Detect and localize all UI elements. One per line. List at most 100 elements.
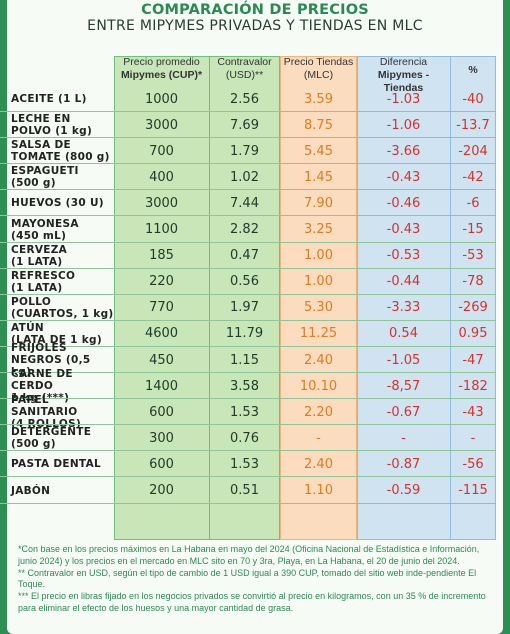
product-label-line: (4 ROLLOS) bbox=[11, 418, 82, 431]
row-divider bbox=[0, 476, 496, 478]
price-usd: 7.69 bbox=[230, 117, 259, 133]
product-name: MAYONESA (450 mL) bbox=[11, 217, 114, 243]
price-mlc: 2.40 bbox=[304, 456, 333, 472]
product-label: POLLO (CUARTOS, 1 kg) bbox=[11, 296, 114, 320]
product-label: HUEVOS (30 U) bbox=[11, 197, 104, 209]
price-cup: 1100 bbox=[144, 222, 179, 238]
product-label-line: (CUARTOS, 1 kg) bbox=[11, 307, 114, 320]
product-label-line: PAPEL SANITARIO bbox=[11, 394, 78, 419]
row-divider bbox=[0, 137, 496, 139]
price-mlc: 7.90 bbox=[304, 195, 333, 211]
price-cup: 200 bbox=[149, 483, 174, 499]
row-divider bbox=[0, 424, 496, 426]
price-usd: 11.79 bbox=[225, 326, 264, 342]
percent-difference: -43 bbox=[462, 404, 484, 420]
product-label: ATÚN (LATA DE 1 kg) bbox=[11, 322, 102, 346]
header-line: Contravalor bbox=[217, 56, 272, 68]
table-row: ESPAGUETI (500 g) 400 1.02 1.45 -0.43 -42 bbox=[0, 164, 496, 191]
header-line: Mipymes (CUP)* bbox=[120, 69, 203, 81]
header-contravalor-usd: Contravalor (USD)** bbox=[209, 56, 280, 86]
product-name: JABÓN bbox=[11, 478, 114, 504]
price-difference: -3.66 bbox=[386, 143, 421, 159]
price-mlc: - bbox=[316, 430, 321, 446]
price-difference: -0.43 bbox=[386, 222, 421, 238]
table-row: JABÓN 200 0.51 1.10 -0.59 -115 bbox=[0, 478, 496, 504]
product-name: ACEITE (1 L) bbox=[11, 86, 114, 112]
product-label-line: (450 mL) bbox=[11, 229, 67, 242]
product-label-line: REFRESCO bbox=[11, 269, 76, 282]
percent-difference: -42 bbox=[462, 169, 484, 185]
price-cup: 220 bbox=[149, 274, 174, 290]
product-label-line: (LATA DE 1 kg) bbox=[11, 333, 102, 346]
product-label-line: DETERGENTE bbox=[11, 426, 92, 439]
price-difference: -0.44 bbox=[386, 274, 421, 290]
price-usd: 1.15 bbox=[230, 352, 259, 368]
footnote: *** El precio en libras fijado en los ne… bbox=[18, 591, 486, 613]
product-name: ESPAGUETI (500 g) bbox=[11, 164, 114, 190]
price-mlc: 2.20 bbox=[304, 404, 333, 420]
product-label-line: (500 g) bbox=[11, 177, 56, 190]
price-mlc: 1.00 bbox=[304, 274, 333, 290]
price-difference: -0.67 bbox=[386, 404, 421, 420]
product-label-line: CERVEZA bbox=[11, 243, 68, 256]
price-usd: 0.76 bbox=[230, 430, 259, 446]
header-line: Precio Tiendas bbox=[283, 56, 354, 68]
table-row: ATÚN (LATA DE 1 kg) 4600 11.79 11.25 0.54 0.95 bbox=[0, 321, 496, 347]
price-difference: -0.43 bbox=[386, 169, 421, 185]
mipymes-column-bg bbox=[114, 56, 280, 540]
product-label-line: NEGROS (0,5 kg) bbox=[11, 354, 91, 379]
product-label: JABÓN bbox=[11, 485, 50, 497]
product-label-line: HUEVOS (30 U) bbox=[11, 197, 104, 210]
product-label: LECHE EN POLVO (1 kg) bbox=[11, 113, 92, 137]
header-line: (USD)** bbox=[225, 69, 264, 81]
price-difference: -0.87 bbox=[386, 456, 421, 472]
row-divider bbox=[0, 450, 496, 452]
price-mlc: 5.30 bbox=[304, 300, 333, 316]
price-cup: 4600 bbox=[144, 326, 179, 342]
header-diferencia: Diferencia Mipymes - Tiendas bbox=[357, 56, 450, 94]
price-mlc: 3.25 bbox=[304, 222, 333, 238]
row-divider bbox=[0, 502, 496, 504]
product-label-line: FRIJOLES bbox=[11, 342, 67, 355]
tiendas-column-bg bbox=[280, 56, 357, 540]
table-row: FRIJOLES NEGROS (0,5 kg) 450 1.15 2.40 -1.05 -… bbox=[0, 342, 496, 378]
product-label-line: JABÓN bbox=[11, 484, 51, 497]
price-cup: 450 bbox=[149, 352, 174, 368]
price-cup: 600 bbox=[149, 456, 174, 472]
percent-difference: -47 bbox=[462, 352, 484, 368]
price-mlc: 11.25 bbox=[299, 326, 338, 342]
product-name: PASTA DENTAL bbox=[11, 451, 114, 477]
product-label-line: 1 kg (***) bbox=[11, 392, 70, 405]
price-usd: 3.58 bbox=[230, 378, 259, 394]
price-usd: 1.53 bbox=[230, 456, 259, 472]
product-name: REFRESCO (1 LATA) bbox=[11, 269, 114, 295]
product-label-line: TOMATE (800 g) bbox=[11, 151, 110, 164]
table-row: CARNE DE CERDO 1 kg (***) 1400 3.58 10.10 -8,… bbox=[0, 368, 496, 404]
percent-difference: -204 bbox=[458, 143, 488, 159]
table-row: DETERGENTE (500 g) 300 0.76 - - - bbox=[0, 425, 496, 452]
row-divider bbox=[0, 267, 496, 269]
price-usd: 1.97 bbox=[230, 300, 259, 316]
product-label: PASTA DENTAL bbox=[11, 458, 101, 470]
product-label: CERVEZA (1 LATA) bbox=[11, 244, 67, 268]
header-line: Precio promedio bbox=[123, 56, 200, 68]
product-label-line: POLVO (1 kg) bbox=[11, 125, 93, 138]
price-difference: -0.46 bbox=[386, 195, 421, 211]
footnotes: *Con base en los precios máximos en La H… bbox=[18, 544, 496, 615]
row-divider bbox=[0, 293, 496, 295]
price-usd: 7.44 bbox=[230, 195, 259, 211]
product-label-line: POLLO bbox=[11, 295, 52, 308]
header-precio-mlc: Precio Tiendas (MLC) bbox=[280, 56, 357, 86]
product-label-line: ATÚN bbox=[11, 321, 44, 334]
product-name: CARNE DE CERDO 1 kg (***) bbox=[11, 368, 114, 404]
product-label-line: (500 g) bbox=[11, 438, 56, 451]
product-label-line: ACEITE (1 L) bbox=[11, 93, 87, 106]
price-cup: 300 bbox=[149, 430, 174, 446]
row-divider bbox=[0, 163, 496, 165]
table-row: SALSA DE TOMATE (800 g) 700 1.79 5.45 -3.66 -2… bbox=[0, 138, 496, 165]
percent-difference: -269 bbox=[458, 300, 488, 316]
table-row: ACEITE (1 L) 1000 2.56 3.59 -1.03 -40 bbox=[0, 86, 496, 113]
column-divider bbox=[450, 56, 451, 540]
page-title: COMPARACIÓN DE PRECIOS bbox=[141, 2, 369, 18]
price-difference: -1.06 bbox=[386, 117, 421, 133]
